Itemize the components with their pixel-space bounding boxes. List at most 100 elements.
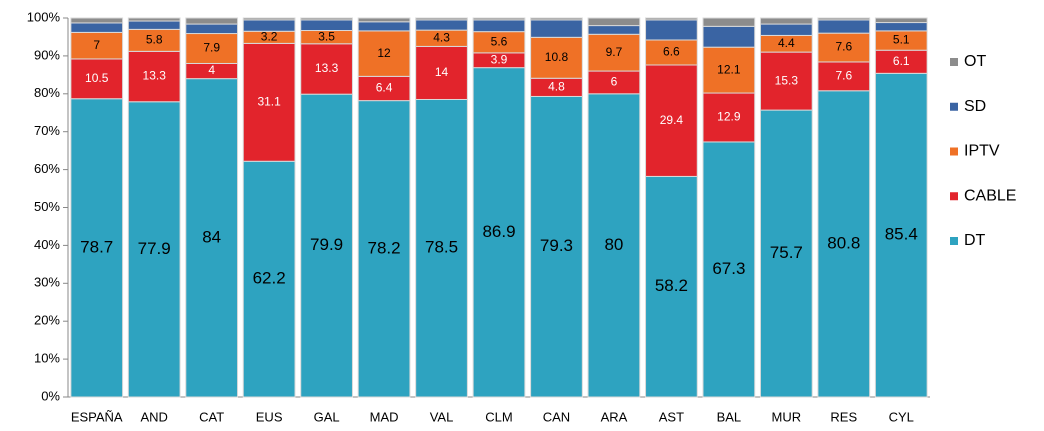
bar-segment bbox=[530, 17, 583, 21]
data-label: 3.9 bbox=[491, 52, 508, 66]
bar-segment bbox=[702, 25, 756, 48]
bar-segment bbox=[357, 17, 411, 23]
bar-segment bbox=[472, 67, 526, 398]
bar-segment bbox=[70, 98, 124, 398]
x-tick-label: ARA bbox=[601, 409, 628, 424]
data-label: 5.6 bbox=[491, 34, 508, 48]
bar-segment bbox=[530, 95, 583, 398]
bar-segment bbox=[127, 50, 181, 103]
y-tick-label: 80% bbox=[34, 85, 60, 100]
x-tick-label: ESPAÑA bbox=[71, 409, 123, 424]
data-label: 5.1 bbox=[893, 33, 910, 47]
bar-segment bbox=[874, 17, 928, 24]
y-tick-label: 20% bbox=[34, 313, 60, 328]
data-label: 4.4 bbox=[778, 36, 795, 50]
bar-segment bbox=[645, 17, 698, 21]
x-tick-label: GAL bbox=[314, 409, 340, 424]
y-tick-label: 30% bbox=[34, 275, 60, 290]
bar-segment bbox=[415, 17, 468, 21]
x-tick-label: AST bbox=[659, 409, 684, 424]
bar-segment bbox=[587, 33, 641, 72]
bar-segment bbox=[472, 19, 526, 33]
data-label: 12.9 bbox=[717, 110, 741, 124]
bar-segment bbox=[817, 32, 871, 63]
y-tick-label: 100% bbox=[27, 9, 61, 24]
bar-segment bbox=[645, 19, 698, 41]
bar-segment bbox=[242, 19, 296, 32]
x-tick-label: MUR bbox=[772, 409, 802, 424]
data-label: 58.2 bbox=[655, 276, 688, 295]
legend-label: SD bbox=[964, 98, 986, 115]
bar-segment bbox=[185, 23, 239, 35]
y-tick-label: 50% bbox=[34, 199, 60, 214]
data-label: 7.9 bbox=[203, 41, 220, 55]
bar-segment bbox=[357, 75, 411, 102]
data-label: 85.4 bbox=[885, 225, 918, 244]
bar-segment bbox=[185, 17, 239, 25]
data-label: 4 bbox=[208, 63, 215, 77]
bar-segment bbox=[415, 45, 468, 100]
data-label: 29.4 bbox=[660, 113, 684, 127]
y-tick-label: 40% bbox=[34, 237, 60, 252]
bar-segment bbox=[759, 17, 813, 25]
legend-swatch bbox=[950, 237, 958, 245]
data-label: 7.6 bbox=[835, 69, 852, 83]
data-label: 78.7 bbox=[80, 237, 113, 256]
legend-label: IPTV bbox=[964, 143, 1000, 160]
y-tick-label: 0% bbox=[41, 388, 60, 403]
bar-segment bbox=[357, 30, 411, 77]
bar-segment bbox=[357, 100, 411, 398]
bar-segment bbox=[817, 19, 871, 34]
data-label: 62.2 bbox=[253, 269, 286, 288]
x-tick-label: MAD bbox=[370, 409, 399, 424]
legend-label: OT bbox=[964, 53, 986, 70]
bar-segment bbox=[70, 31, 124, 60]
data-label: 10.8 bbox=[545, 50, 569, 64]
bar-segment bbox=[817, 61, 871, 92]
bar-segment bbox=[127, 101, 181, 398]
x-tick-label: CAT bbox=[199, 409, 224, 424]
data-label: 6.4 bbox=[376, 81, 393, 95]
bar-segment bbox=[817, 17, 871, 21]
data-label: 79.9 bbox=[310, 235, 343, 254]
y-tick-label: 70% bbox=[34, 123, 60, 138]
x-tick-label: CYL bbox=[889, 409, 914, 424]
data-label: 6.1 bbox=[893, 54, 910, 68]
bar-segment bbox=[127, 17, 181, 22]
bar-segment bbox=[127, 20, 181, 30]
data-label: 7.6 bbox=[835, 40, 852, 54]
bar-segment bbox=[185, 78, 239, 398]
data-label: 4.3 bbox=[433, 30, 450, 44]
legend-swatch bbox=[950, 192, 958, 201]
data-label: 75.7 bbox=[770, 243, 803, 262]
data-label: 3.2 bbox=[261, 30, 278, 44]
bar-segment bbox=[300, 17, 353, 21]
data-label: 10.5 bbox=[85, 71, 109, 85]
bar-segment bbox=[415, 19, 468, 31]
bar-segment bbox=[587, 25, 641, 35]
data-label: 80 bbox=[604, 235, 623, 254]
data-label: 78.5 bbox=[425, 238, 458, 257]
bar-segment bbox=[242, 17, 296, 21]
data-label: 77.9 bbox=[138, 239, 171, 258]
y-tick-label: 60% bbox=[34, 161, 60, 176]
x-tick-label: VAL bbox=[430, 409, 454, 424]
data-label: 67.3 bbox=[712, 259, 745, 278]
data-label: 4.8 bbox=[548, 80, 565, 94]
data-label: 86.9 bbox=[482, 222, 515, 241]
bar-segment bbox=[530, 36, 583, 79]
data-label: 12.1 bbox=[717, 62, 741, 76]
x-tick-label: CAN bbox=[543, 409, 570, 424]
bar-segment bbox=[645, 175, 698, 398]
bar-segment bbox=[759, 51, 813, 111]
y-tick-label: 90% bbox=[34, 47, 60, 62]
bar-segment bbox=[472, 17, 526, 21]
legend-label: DT bbox=[964, 232, 986, 249]
data-label: 5.8 bbox=[146, 33, 163, 47]
bar-segment bbox=[70, 17, 124, 24]
x-tick-label: BAL bbox=[717, 409, 742, 424]
bar-segment bbox=[702, 92, 756, 143]
bar-segment bbox=[185, 33, 239, 64]
data-label: 3.5 bbox=[318, 29, 335, 43]
